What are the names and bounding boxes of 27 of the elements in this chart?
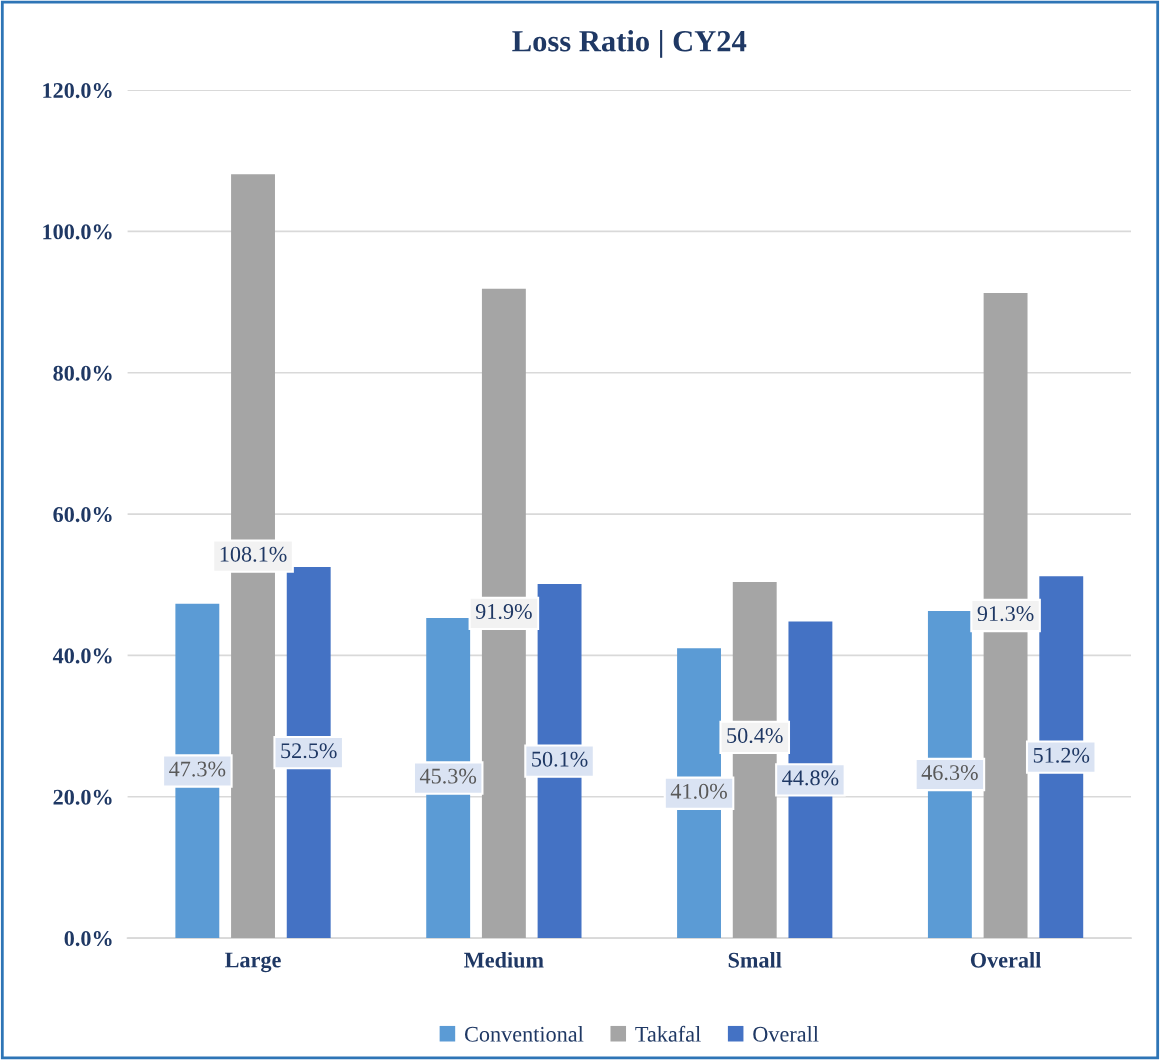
data-label: 50.1%	[532, 751, 588, 767]
y-tick-label: 80.0%	[53, 365, 112, 381]
x-tick-label: Medium	[464, 951, 544, 968]
data-label: 51.2%	[1033, 747, 1090, 763]
y-tick-label: 0.0%	[64, 931, 112, 947]
legend-label: Overall	[753, 1026, 819, 1042]
data-label: 91.9%	[475, 603, 532, 620]
x-tick-label: Large	[225, 952, 281, 973]
y-tick-label: 40.0%	[52, 648, 112, 664]
legend-label: Takafal	[635, 1025, 701, 1042]
x-tick-label: Overall	[970, 951, 1041, 968]
data-label: 45.3%	[419, 768, 477, 784]
y-tick-label: 60.0%	[53, 507, 112, 523]
data-label: 50.4%	[727, 727, 783, 744]
data-label: 44.8%	[782, 770, 839, 786]
chart-title: Loss Ratio | CY24	[512, 30, 747, 58]
y-tick-label: 100.0%	[43, 224, 112, 240]
data-label: 108.1%	[220, 546, 287, 562]
data-label: 91.3%	[977, 606, 1034, 622]
data-label: 52.5%	[281, 743, 337, 759]
data-label: 46.3%	[921, 765, 978, 781]
data-label: 47.3%	[169, 761, 226, 777]
y-tick-label: 120.0%	[43, 83, 112, 99]
x-tick-label: Small	[728, 951, 782, 968]
data-label: 41.0%	[670, 783, 727, 799]
y-tick-label: 20.0%	[53, 789, 112, 805]
legend-label: Conventional	[464, 1026, 584, 1042]
